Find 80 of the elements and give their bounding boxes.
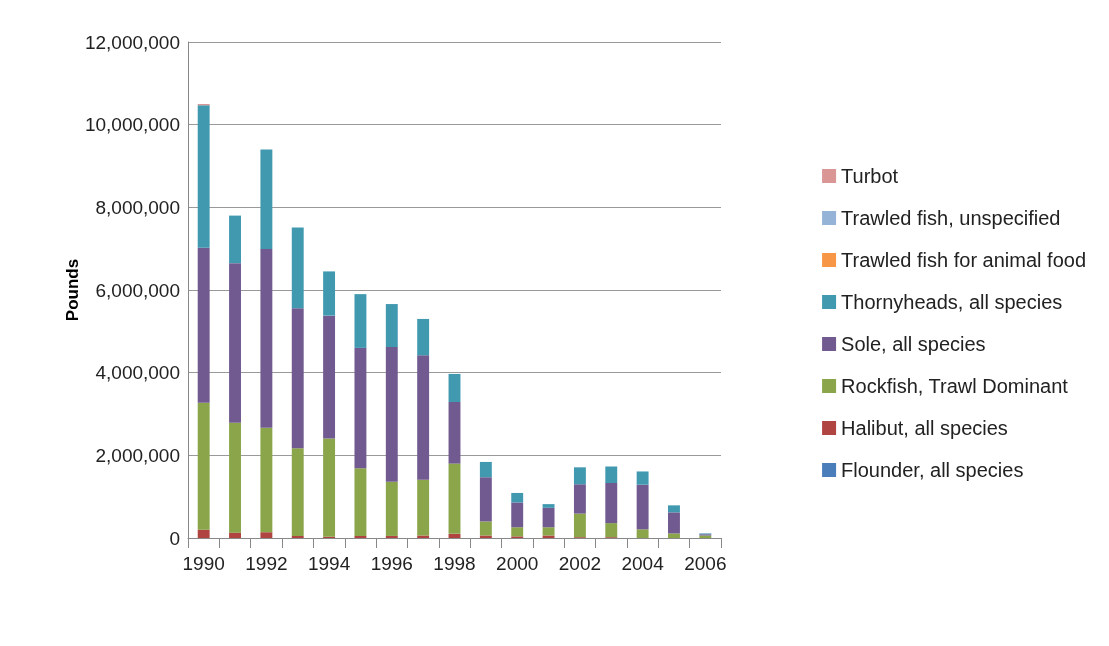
bar [385,535,398,538]
y-tick-label: 4,000,000 [95,362,180,384]
bar [291,535,304,538]
bar [511,527,524,537]
bar [448,373,461,403]
bar [668,505,680,513]
bar [229,215,241,264]
x-tick-label: 2002 [558,553,602,574]
bar [291,227,304,309]
bar [229,263,241,423]
x-tick-label: 2004 [621,553,665,574]
legend-label: Flounder, all species [841,459,1024,481]
bar [323,271,336,316]
bar [260,532,273,538]
bar [385,347,398,482]
bar [636,484,649,530]
bar [229,532,241,538]
y-tick-label: 10,000,000 [84,114,180,136]
y-tick-label: 12,000,000 [84,31,180,53]
bar [668,533,680,538]
x-tick-label: 2006 [684,553,727,574]
legend-label: Trawled fish for animal food [841,249,1086,271]
y-tick-label: 0 [169,527,180,549]
bar [448,533,461,538]
legend-label: Rockfish, Trawl Dominant [841,375,1069,397]
bar [197,402,210,530]
x-tick-label: 1998 [433,553,476,574]
x-tick-label: 1992 [245,553,288,574]
bar [197,105,210,248]
bar [229,422,241,533]
y-tick-label: 6,000,000 [95,279,180,301]
bar [573,467,586,485]
x-tick-label: 1994 [307,553,351,574]
legend-label: Turbot [841,165,899,187]
bar [605,466,618,484]
x-tick-label: 2000 [496,553,539,574]
bar [417,355,430,480]
bar [636,471,649,485]
bar [354,468,367,536]
bar [573,484,586,514]
bar [354,294,367,348]
bar [668,512,680,534]
legend-label: Halibut, all species [841,417,1008,439]
bar [385,481,398,536]
legend-label: Trawled fish, unspecified [841,207,1061,229]
legend-label: Thornyheads, all species [841,291,1063,313]
bar [323,438,336,537]
bar [511,492,524,503]
bar [542,527,555,536]
bar [260,427,273,533]
bar [542,507,555,528]
legend-label: Sole, all species [841,333,986,355]
bar [479,461,492,478]
bar [417,479,430,536]
y-axis-title: Pounds [63,258,83,322]
bar [417,318,430,356]
bar [385,304,398,348]
y-tick-label: 8,000,000 [95,196,180,218]
bar [605,523,618,538]
x-tick-label: 1996 [370,553,413,574]
bar [197,529,210,538]
x-tick-label: 1990 [182,553,225,574]
bar [291,308,304,449]
bar [636,529,649,538]
bar [354,535,367,538]
bar [291,448,304,536]
y-tick-label: 2,000,000 [95,444,180,466]
bar [479,477,492,522]
bar [479,521,492,536]
bar [511,502,524,528]
bar [354,347,367,469]
bar [197,247,210,403]
bar [605,483,618,524]
bar [573,513,586,538]
bar [448,402,461,464]
bar [260,149,273,250]
bar [448,463,461,534]
bar [260,249,273,428]
bar [323,315,336,439]
bar [542,504,555,508]
